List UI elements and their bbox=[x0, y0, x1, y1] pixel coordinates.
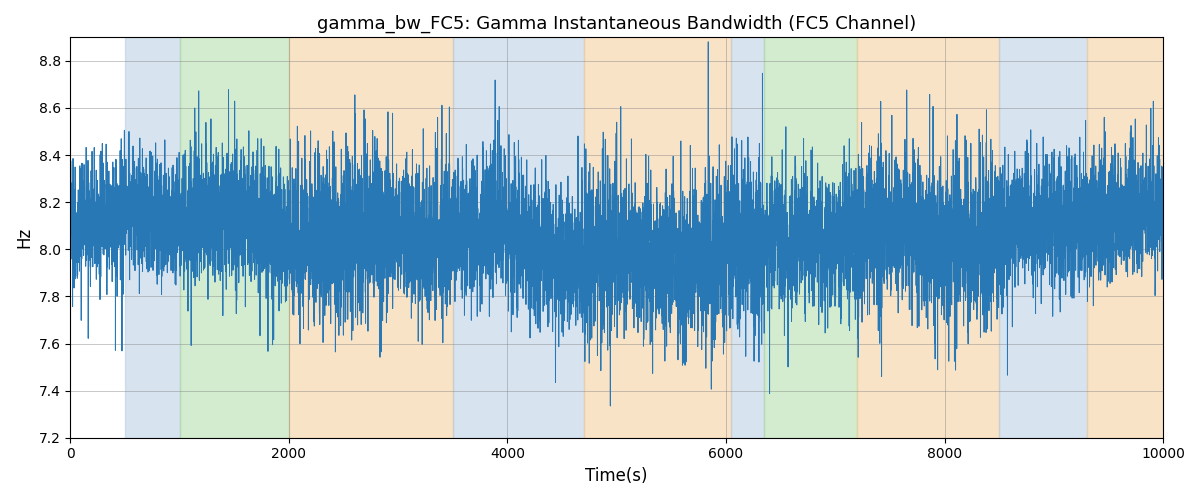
Bar bbox=[732, 38, 764, 438]
Bar bbox=[180, 38, 289, 438]
X-axis label: Time(s): Time(s) bbox=[586, 467, 648, 485]
Bar bbox=[125, 38, 180, 438]
Bar bbox=[289, 38, 452, 438]
Bar bbox=[764, 38, 857, 438]
Bar bbox=[452, 38, 584, 438]
Bar bbox=[584, 38, 732, 438]
Bar bbox=[1086, 38, 1174, 438]
Bar bbox=[1000, 38, 1086, 438]
Title: gamma_bw_FC5: Gamma Instantaneous Bandwidth (FC5 Channel): gamma_bw_FC5: Gamma Instantaneous Bandwi… bbox=[317, 15, 917, 34]
Y-axis label: Hz: Hz bbox=[14, 227, 32, 248]
Bar bbox=[857, 38, 1000, 438]
